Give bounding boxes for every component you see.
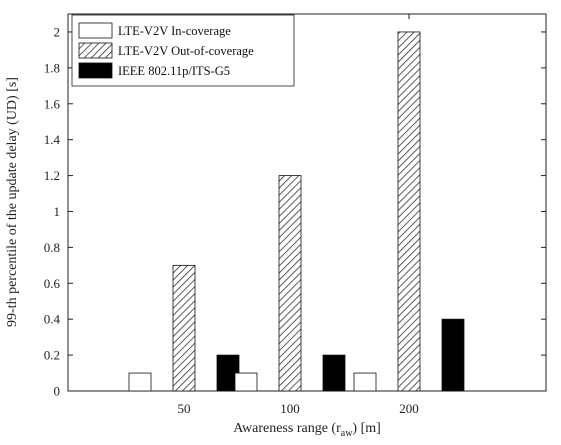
y-tick-label: 0.2	[44, 348, 60, 363]
y-tick-label: 1.2	[44, 168, 60, 183]
x-axis-label-subscript: aw	[341, 428, 353, 439]
bar-series-1-200	[353, 372, 377, 392]
x-tick-label: 100	[280, 401, 300, 416]
x-tick-label: 200	[399, 401, 419, 416]
legend-label-out-of-coverage: LTE-V2V Out-of-coverage	[118, 44, 254, 58]
bar-series-2-100	[278, 175, 302, 392]
bar-series-3-100	[322, 354, 346, 392]
y-tick-label: 0	[54, 384, 61, 399]
y-tick-label: 1	[54, 204, 61, 219]
x-axis-label: Awareness range (raw) [m]	[233, 421, 381, 439]
legend: LTE-V2V In-coverage LTE-V2V Out-of-cover…	[71, 14, 295, 87]
y-tick-label: 1.6	[44, 96, 61, 111]
bar-series-1-50	[128, 372, 152, 392]
legend-swatch-out-of-coverage	[78, 42, 113, 59]
legend-swatch-in-coverage	[78, 22, 113, 39]
y-tick-label: 0.8	[44, 240, 60, 255]
x-axis: 50 100 200	[178, 14, 419, 416]
y-tick-label: 0.4	[44, 312, 61, 327]
legend-label-in-coverage: LTE-V2V In-coverage	[118, 24, 231, 38]
bar-series-1-100	[234, 372, 258, 392]
x-axis-label-suffix: ) [m]	[352, 421, 380, 436]
legend-label-ieee: IEEE 802.11p/ITS-G5	[118, 64, 230, 78]
x-tick-label: 50	[178, 401, 191, 416]
bars	[128, 31, 465, 392]
y-axis-label: 99-th percentile of the update delay (UD…	[5, 77, 20, 327]
y-tick-label: 1.8	[44, 60, 60, 75]
bar-series-2-50	[172, 264, 196, 392]
y-tick-label: 1.4	[44, 132, 61, 147]
bar-series-2-200	[397, 31, 421, 392]
legend-swatch-ieee	[78, 62, 113, 79]
x-axis-label-prefix: Awareness range (r	[233, 421, 341, 436]
y-tick-label: 0.6	[44, 276, 61, 291]
y-tick-label: 2	[54, 24, 61, 39]
y-axis: 0 0.2 0.4 0.6 0.8 1 1.2 1.4 1.6 1.8 2	[44, 24, 546, 399]
bar-series-3-200	[441, 318, 465, 392]
